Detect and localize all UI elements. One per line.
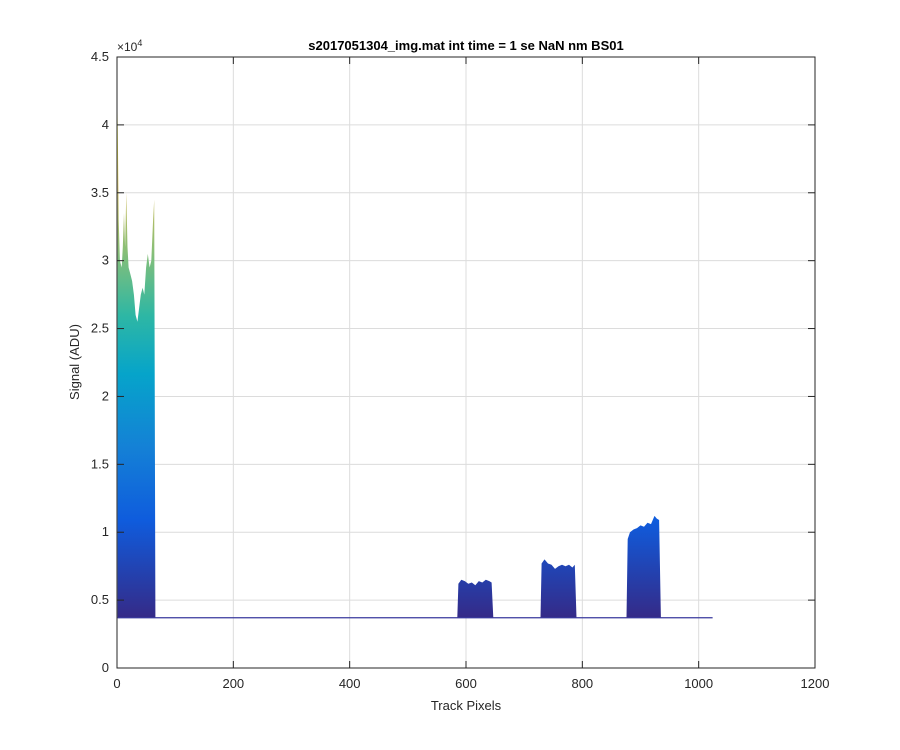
y-tick-label: 4 — [102, 117, 109, 132]
series-layer — [117, 111, 661, 618]
y-exponent: ×104 — [117, 38, 142, 54]
x-tick-label: 400 — [339, 676, 361, 691]
x-tick-labels: 0 200 400 600 800 1000 1200 — [113, 676, 829, 691]
grid-lines — [117, 57, 815, 668]
series-area-2 — [457, 579, 494, 618]
x-tick-label: 600 — [455, 676, 477, 691]
x-tick-label: 1200 — [801, 676, 830, 691]
y-exponent-base: ×10 — [117, 40, 138, 54]
y-tick-labels: 0 0.5 1 1.5 2 2.5 3 3.5 4 4.5 — [91, 49, 109, 675]
y-tick-label: 3.5 — [91, 185, 109, 200]
x-axis-label: Track Pixels — [431, 698, 502, 713]
chart-title: s2017051304_img.mat int time = 1 se NaN … — [308, 38, 623, 53]
y-tick-label: 0 — [102, 660, 109, 675]
series-area-1 — [117, 111, 156, 618]
x-tick-label: 0 — [113, 676, 120, 691]
y-tick-label: 0.5 — [91, 592, 109, 607]
axis-ticks — [116, 56, 816, 669]
y-tick-label: 2 — [102, 388, 109, 403]
x-tick-label: 800 — [571, 676, 593, 691]
y-tick-label: 1.5 — [91, 456, 109, 471]
series-area-4 — [626, 515, 661, 618]
y-tick-label: 1 — [102, 524, 109, 539]
y-axis-label: Signal (ADU) — [67, 324, 82, 400]
y-exponent-power: 4 — [137, 38, 142, 48]
y-tick-label: 3 — [102, 253, 109, 268]
x-tick-label: 200 — [222, 676, 244, 691]
series-area-3 — [540, 559, 577, 618]
y-tick-label: 2.5 — [91, 321, 109, 336]
x-tick-label: 1000 — [684, 676, 713, 691]
y-tick-label: 4.5 — [91, 49, 109, 64]
